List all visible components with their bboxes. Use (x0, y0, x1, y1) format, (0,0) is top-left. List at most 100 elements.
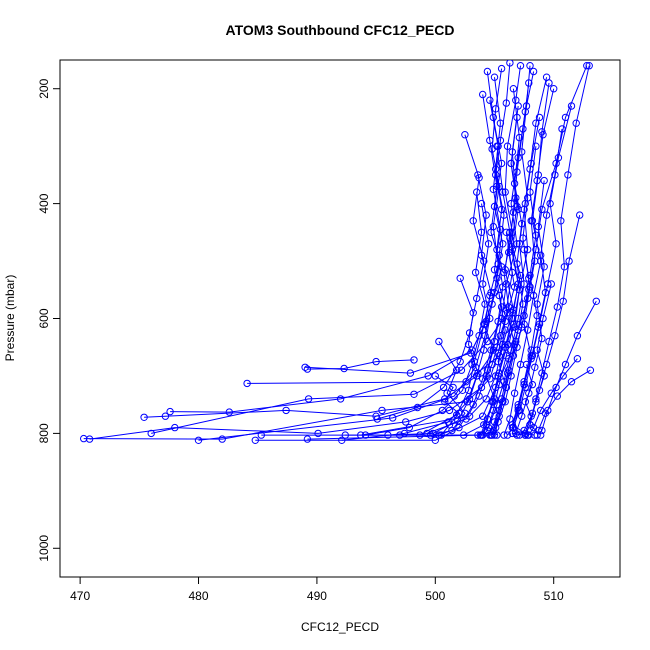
data-point (438, 406, 447, 415)
data-point (426, 431, 435, 439)
data-point (475, 392, 483, 400)
data-point (495, 406, 503, 415)
data-point (518, 148, 526, 156)
data-point (469, 309, 477, 317)
data-point (515, 431, 524, 439)
data-point (445, 406, 454, 415)
data-point (341, 431, 349, 439)
data-point (526, 188, 534, 196)
profile-line (511, 146, 538, 436)
data-point (503, 142, 512, 150)
data-point (475, 332, 483, 340)
data-point (402, 418, 410, 426)
data-point (499, 188, 507, 196)
data-point (529, 291, 538, 300)
data-point (540, 372, 548, 380)
data-point (496, 225, 505, 234)
profile-line (365, 192, 486, 436)
data-point (410, 390, 418, 398)
data-point (521, 431, 529, 439)
data-point (487, 288, 495, 297)
profile-line (144, 71, 535, 418)
data-point (552, 383, 560, 392)
data-point (497, 205, 506, 214)
x-tick-label: 470 (70, 589, 90, 603)
data-point (454, 417, 462, 425)
data-point (486, 96, 494, 104)
data-point (520, 311, 528, 320)
profile-line (387, 278, 479, 436)
data-point (439, 383, 448, 392)
data-point (336, 395, 345, 403)
data-point (534, 171, 542, 179)
data-point (161, 412, 170, 420)
profile-line (198, 94, 503, 441)
data-point (490, 73, 499, 81)
data-point (465, 395, 474, 403)
data-point (218, 435, 226, 443)
data-point (520, 245, 528, 254)
data-point (567, 378, 576, 386)
data-point (508, 268, 516, 277)
data-point (547, 280, 555, 288)
data-point (529, 67, 538, 76)
data-point (314, 429, 322, 438)
data-point (486, 431, 494, 439)
data-point (539, 314, 547, 323)
data-point (486, 136, 494, 145)
data-point (473, 294, 481, 303)
data-point (527, 159, 535, 168)
data-point (538, 334, 546, 343)
data-point (525, 431, 533, 439)
data-point (480, 257, 488, 265)
data-point (405, 423, 413, 432)
data-point (503, 369, 512, 377)
plot-area (80, 60, 600, 444)
data-point (499, 240, 507, 248)
profile-line (419, 174, 492, 436)
data-point (257, 431, 265, 439)
x-tick-label: 500 (425, 589, 445, 603)
data-point (513, 113, 521, 122)
data-point (489, 346, 497, 354)
profile-line (528, 358, 578, 436)
data-point (452, 366, 461, 374)
data-point (456, 274, 464, 282)
data-point (534, 426, 542, 435)
data-point (497, 159, 506, 168)
data-point (592, 297, 600, 305)
profile-line (307, 359, 415, 370)
data-point (576, 211, 584, 219)
data-point (512, 429, 520, 438)
data-point (378, 406, 386, 415)
data-point (533, 431, 541, 439)
data-point (520, 380, 528, 389)
data-point (585, 61, 593, 70)
profile-line (482, 117, 520, 436)
data-point (435, 337, 443, 346)
data-point (572, 119, 580, 127)
data-point (520, 426, 528, 435)
data-point (507, 243, 515, 251)
data-point (456, 357, 464, 366)
data-point (514, 280, 522, 288)
data-point (535, 386, 544, 394)
data-point (416, 431, 424, 439)
data-point (282, 406, 290, 415)
data-point (533, 300, 541, 308)
data-point (522, 360, 531, 369)
data-point (510, 340, 519, 349)
data-point (458, 386, 467, 394)
data-point (166, 407, 174, 416)
data-point (474, 369, 482, 377)
data-point (225, 408, 234, 416)
data-point (573, 355, 582, 363)
data-point (502, 99, 510, 107)
data-point (527, 352, 535, 360)
data-point (461, 131, 469, 139)
data-point (468, 360, 476, 369)
data-point (303, 435, 312, 443)
data-point (441, 398, 449, 406)
data-point (487, 228, 495, 237)
